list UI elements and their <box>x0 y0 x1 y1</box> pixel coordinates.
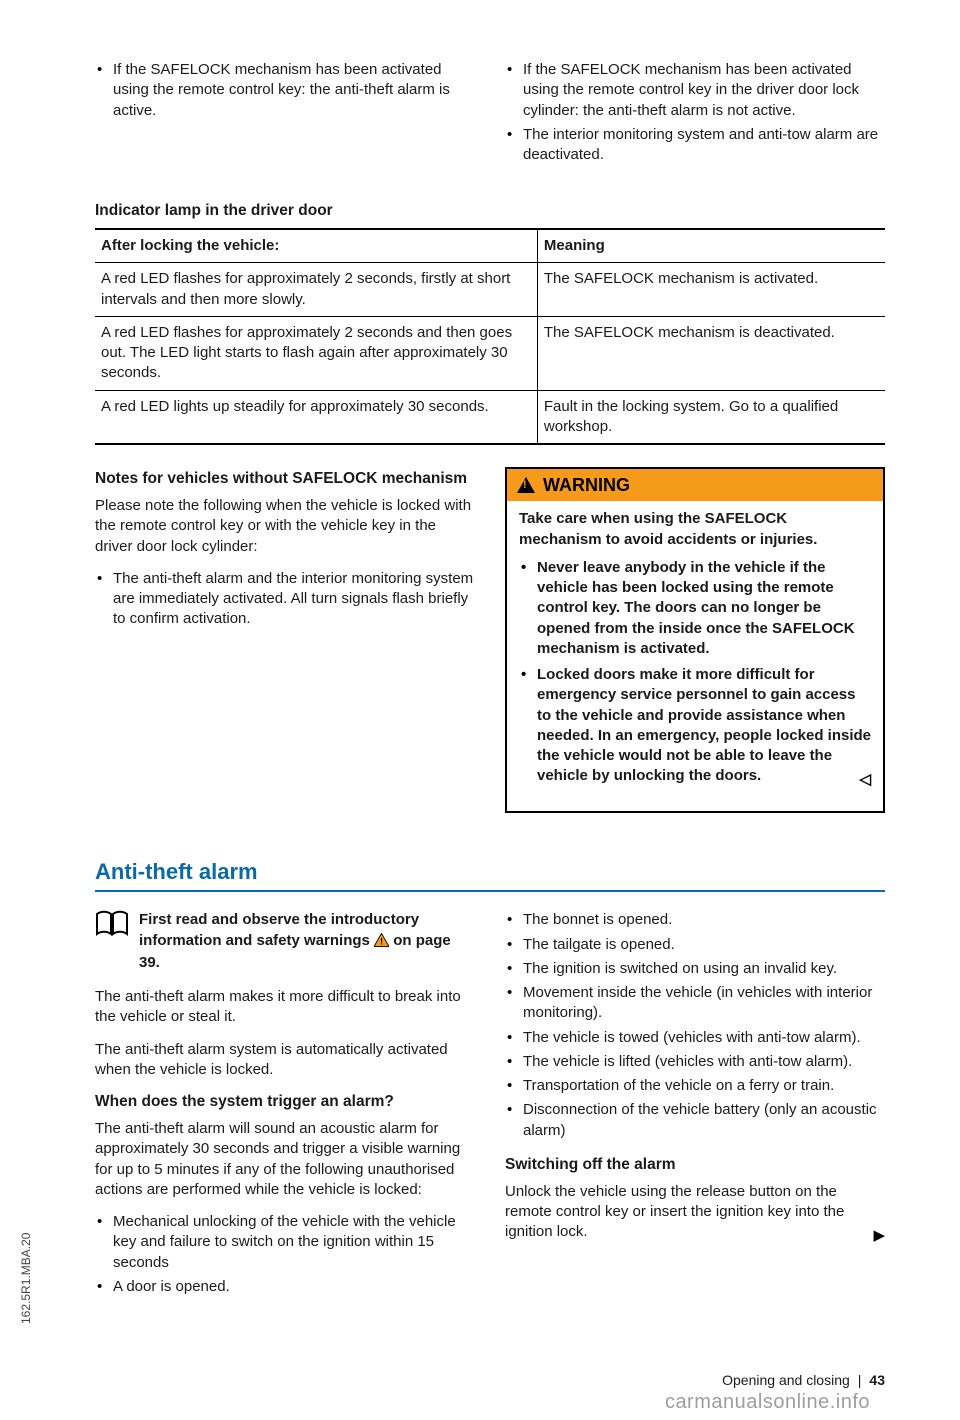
table-row: A red LED lights up steadily for approxi… <box>95 390 885 444</box>
continue-arrow-icon: ◁ <box>859 770 871 790</box>
notes-heading: Notes for vehicles without SAFELOCK mech… <box>95 469 475 490</box>
book-icon <box>95 910 129 936</box>
warning-title: WARNING <box>543 473 630 497</box>
table-cell: The SAFELOCK mechanism is deactivated. <box>537 316 885 390</box>
list-item: Movement inside the vehicle (in vehicles… <box>505 983 885 1024</box>
warning-header: WARNING <box>507 469 883 501</box>
table-row: A red LED flashes for approximately 2 se… <box>95 316 885 390</box>
table-heading: Indicator lamp in the driver door <box>95 201 885 222</box>
table-cell: A red LED flashes for approximately 2 se… <box>95 263 537 317</box>
table-cell: A red LED flashes for approximately 2 se… <box>95 316 537 390</box>
paragraph: Unlock the vehicle using the release but… <box>505 1182 885 1243</box>
notes-warning-row: Notes for vehicles without SAFELOCK mech… <box>95 461 885 813</box>
intro-block: First read and observe the introductory … <box>95 910 475 973</box>
table-cell: Fault in the locking system. Go to a qua… <box>537 390 885 444</box>
top-left-list: If the SAFELOCK mechanism has been activ… <box>95 60 475 121</box>
footer-chapter: Opening and closing <box>722 1371 850 1390</box>
table-header-row: After locking the vehicle: Meaning <box>95 229 885 263</box>
list-item: The ignition is switched on using an inv… <box>505 959 885 979</box>
anti-theft-left-col: First read and observe the introductory … <box>95 910 475 1311</box>
section-rule <box>95 890 885 892</box>
warning-lead: Take care when using the SAFELOCK mechan… <box>519 509 871 550</box>
top-right-col: If the SAFELOCK mechanism has been activ… <box>505 60 885 179</box>
svg-text:!: ! <box>380 936 383 946</box>
anti-theft-right-col: The bonnet is opened. The tailgate is op… <box>505 910 885 1311</box>
list-item: The tailgate is opened. <box>505 935 885 955</box>
list-item: The bonnet is opened. <box>505 910 885 930</box>
trigger-list-left: Mechanical unlocking of the vehicle with… <box>95 1212 475 1297</box>
spine-code: 162.5R1.MBA.20 <box>18 1232 34 1323</box>
warning-triangle-inline-icon: ! <box>374 933 389 953</box>
warning-bullet-text: Locked doors make it more difficult for … <box>537 666 871 784</box>
notes-col: Notes for vehicles without SAFELOCK mech… <box>95 461 475 813</box>
anti-theft-columns: First read and observe the introductory … <box>95 910 885 1311</box>
list-item: Transportation of the vehicle on a ferry… <box>505 1076 885 1096</box>
top-left-col: If the SAFELOCK mechanism has been activ… <box>95 60 475 179</box>
top-right-list: If the SAFELOCK mechanism has been activ… <box>505 60 885 165</box>
list-item: Locked doors make it more difficult for … <box>519 665 871 787</box>
section-title-anti-theft: Anti-theft alarm <box>95 857 885 887</box>
list-item: The vehicle is towed (vehicles with anti… <box>505 1028 885 1048</box>
list-item: The anti-theft alarm and the interior mo… <box>95 569 475 630</box>
warning-list: Never leave anybody in the vehicle if th… <box>519 558 871 787</box>
list-item: Disconnection of the vehicle battery (on… <box>505 1100 885 1141</box>
watermark-text: carmanualsonline.info <box>665 1389 870 1416</box>
warning-col: WARNING Take care when using the SAFELOC… <box>505 461 885 813</box>
table-header-cell: Meaning <box>537 229 885 263</box>
list-item: If the SAFELOCK mechanism has been activ… <box>95 60 475 121</box>
top-bullet-columns: If the SAFELOCK mechanism has been activ… <box>95 60 885 179</box>
notes-paragraph: Please note the following when the vehic… <box>95 496 475 557</box>
paragraph: The anti-theft alarm will sound an acous… <box>95 1119 475 1200</box>
list-item: Mechanical unlocking of the vehicle with… <box>95 1212 475 1273</box>
paragraph: The anti-theft alarm makes it more diffi… <box>95 987 475 1028</box>
warning-triangle-icon <box>517 477 535 493</box>
table-row: A red LED flashes for approximately 2 se… <box>95 263 885 317</box>
warning-body: Take care when using the SAFELOCK mechan… <box>507 501 883 810</box>
notes-list: The anti-theft alarm and the interior mo… <box>95 569 475 630</box>
list-item: The vehicle is lifted (vehicles with ant… <box>505 1052 885 1072</box>
switch-off-text: Unlock the vehicle using the release but… <box>505 1183 844 1241</box>
list-item: The interior monitoring system and anti-… <box>505 125 885 166</box>
trigger-list-right: The bonnet is opened. The tailgate is op… <box>505 910 885 1141</box>
page-footer: Opening and closing | 43 <box>95 1371 885 1390</box>
table-header-cell: After locking the vehicle: <box>95 229 537 263</box>
warning-box: WARNING Take care when using the SAFELOC… <box>505 467 885 813</box>
footer-divider: | <box>858 1371 862 1390</box>
footer-page-number: 43 <box>869 1371 885 1390</box>
subheading-trigger: When does the system trigger an alarm? <box>95 1092 475 1113</box>
indicator-table: After locking the vehicle: Meaning A red… <box>95 228 885 445</box>
paragraph: The anti-theft alarm system is automatic… <box>95 1040 475 1081</box>
continue-arrow-icon: ▶ <box>873 1226 885 1246</box>
subheading-switch-off: Switching off the alarm <box>505 1155 885 1176</box>
list-item: Never leave anybody in the vehicle if th… <box>519 558 871 659</box>
table-cell: A red LED lights up steadily for approxi… <box>95 390 537 444</box>
table-cell: The SAFELOCK mechanism is activated. <box>537 263 885 317</box>
intro-text: First read and observe the introductory … <box>139 910 475 973</box>
list-item: If the SAFELOCK mechanism has been activ… <box>505 60 885 121</box>
list-item: A door is opened. <box>95 1277 475 1297</box>
